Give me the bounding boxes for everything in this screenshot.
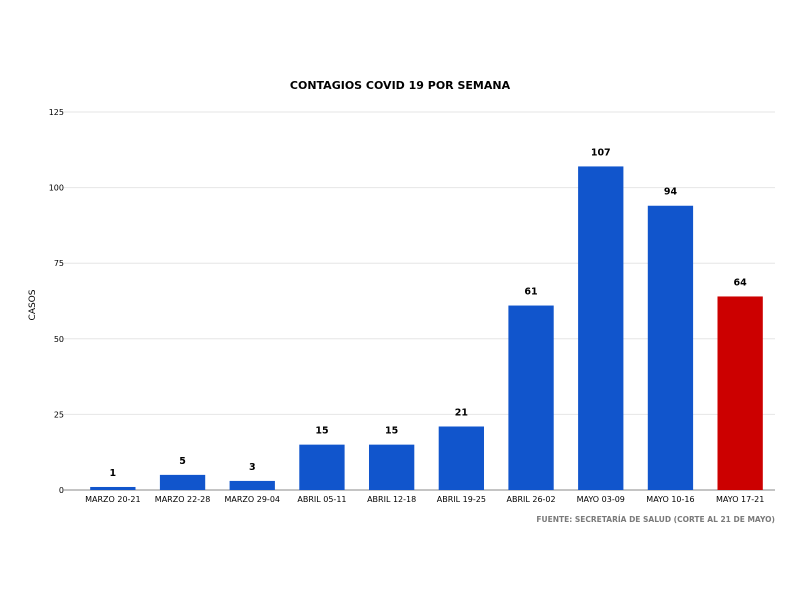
data-label: 64 — [734, 277, 748, 288]
y-axis-label: CASOS — [28, 289, 38, 320]
y-tick-label: 25 — [54, 410, 64, 419]
bars — [90, 166, 763, 490]
y-tick-label: 50 — [54, 335, 64, 344]
bar — [438, 426, 485, 490]
data-label: 15 — [315, 426, 328, 437]
bar — [368, 444, 415, 490]
source-note: FUENTE: SECRETARÍA DE SALUD (CORTE AL 21… — [536, 515, 775, 524]
x-tick-label: MAYO 17-21 — [716, 495, 764, 504]
data-label: 94 — [664, 187, 678, 198]
x-tick-label: MARZO 20-21 — [85, 495, 141, 504]
bar — [159, 474, 206, 490]
bar — [717, 296, 763, 490]
bar — [647, 205, 694, 490]
x-axis-ticks: MARZO 20-21 MARZO 22-28 MARZO 29-04 ABRIL 0… — [85, 495, 764, 504]
x-tick-label: ABRIL 19-25 — [437, 495, 486, 504]
bar — [508, 305, 554, 490]
y-axis-ticks: 0 25 50 75 100 125 — [49, 108, 64, 495]
y-tick-label: 0 — [59, 486, 64, 495]
x-tick-label: ABRIL 05-11 — [297, 495, 346, 504]
data-label: 21 — [455, 407, 468, 418]
y-tick-label: 100 — [49, 184, 64, 193]
bar — [229, 480, 275, 490]
data-label: 107 — [591, 147, 611, 158]
chart-title: CONTAGIOS COVID 19 POR SEMANA — [290, 79, 511, 92]
data-label: 1 — [110, 468, 117, 479]
x-tick-label: ABRIL 12-18 — [367, 495, 416, 504]
bar — [578, 166, 624, 490]
data-label: 15 — [385, 426, 398, 437]
x-tick-label: MAYO 10-16 — [646, 495, 694, 504]
bar — [90, 486, 136, 490]
x-tick-label: MARZO 29-04 — [225, 495, 281, 504]
y-tick-label: 75 — [54, 259, 64, 268]
y-tick-label: 125 — [49, 108, 64, 117]
data-label: 5 — [179, 456, 186, 467]
x-tick-label: MARZO 22-28 — [155, 495, 211, 504]
x-tick-label: MAYO 03-09 — [577, 495, 625, 504]
data-label: 61 — [524, 287, 537, 298]
x-tick-label: ABRIL 26-02 — [506, 495, 555, 504]
bar — [299, 444, 345, 490]
data-label: 3 — [249, 462, 256, 473]
